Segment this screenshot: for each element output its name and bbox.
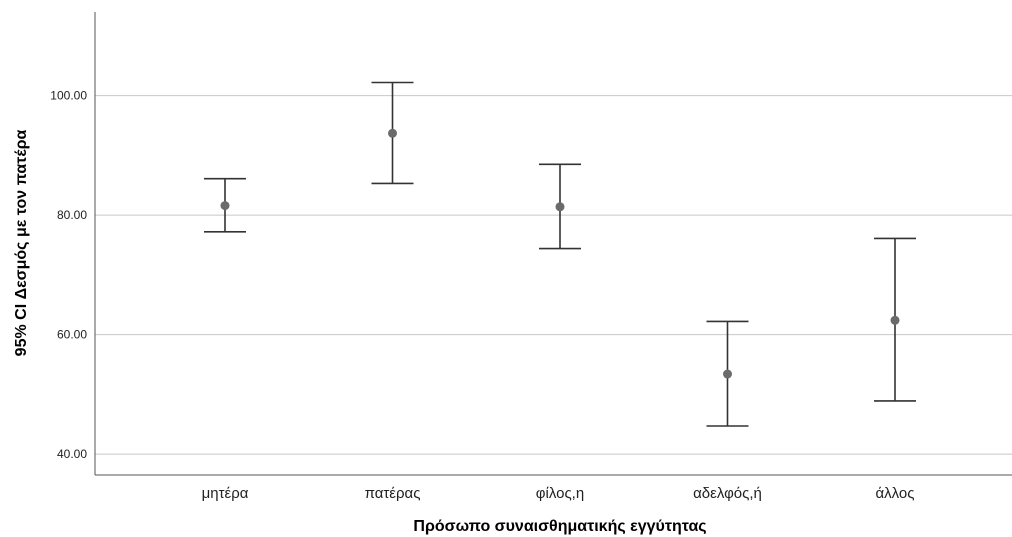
y-tick-label: 60.00 bbox=[57, 328, 87, 342]
error-bar bbox=[372, 82, 414, 183]
mean-point bbox=[723, 370, 732, 379]
error-bar bbox=[204, 179, 246, 232]
mean-point bbox=[891, 316, 900, 325]
mean-point bbox=[221, 201, 230, 210]
mean-point bbox=[556, 202, 565, 211]
y-axis-title: 95% CI Δεσμός με τον πατέρα bbox=[13, 130, 30, 357]
x-tick-label: φίλος,η bbox=[536, 485, 584, 502]
y-tick-label: 100.00 bbox=[50, 89, 87, 103]
x-tick-label: πατέρας bbox=[365, 485, 421, 502]
x-axis-title: Πρόσωπο συναισθηματικής εγγύτητας bbox=[413, 518, 706, 535]
x-tick-labels: μητέρα πατέρας φίλος,η αδελφός,ή άλλος bbox=[202, 485, 915, 502]
error-bar bbox=[874, 238, 916, 400]
y-tick-label: 80.00 bbox=[57, 208, 87, 222]
error-bars bbox=[204, 82, 916, 426]
error-bar bbox=[539, 164, 581, 248]
error-bar bbox=[707, 321, 749, 426]
axes bbox=[95, 12, 1012, 475]
x-tick-label: άλλος bbox=[875, 485, 914, 502]
mean-point bbox=[388, 129, 397, 138]
x-tick-label: μητέρα bbox=[202, 485, 249, 502]
y-tick-label: 40.00 bbox=[57, 447, 87, 461]
y-tick-labels: 40.00 60.00 80.00 100.00 bbox=[50, 89, 87, 461]
x-tick-label: αδελφός,ή bbox=[693, 485, 762, 502]
